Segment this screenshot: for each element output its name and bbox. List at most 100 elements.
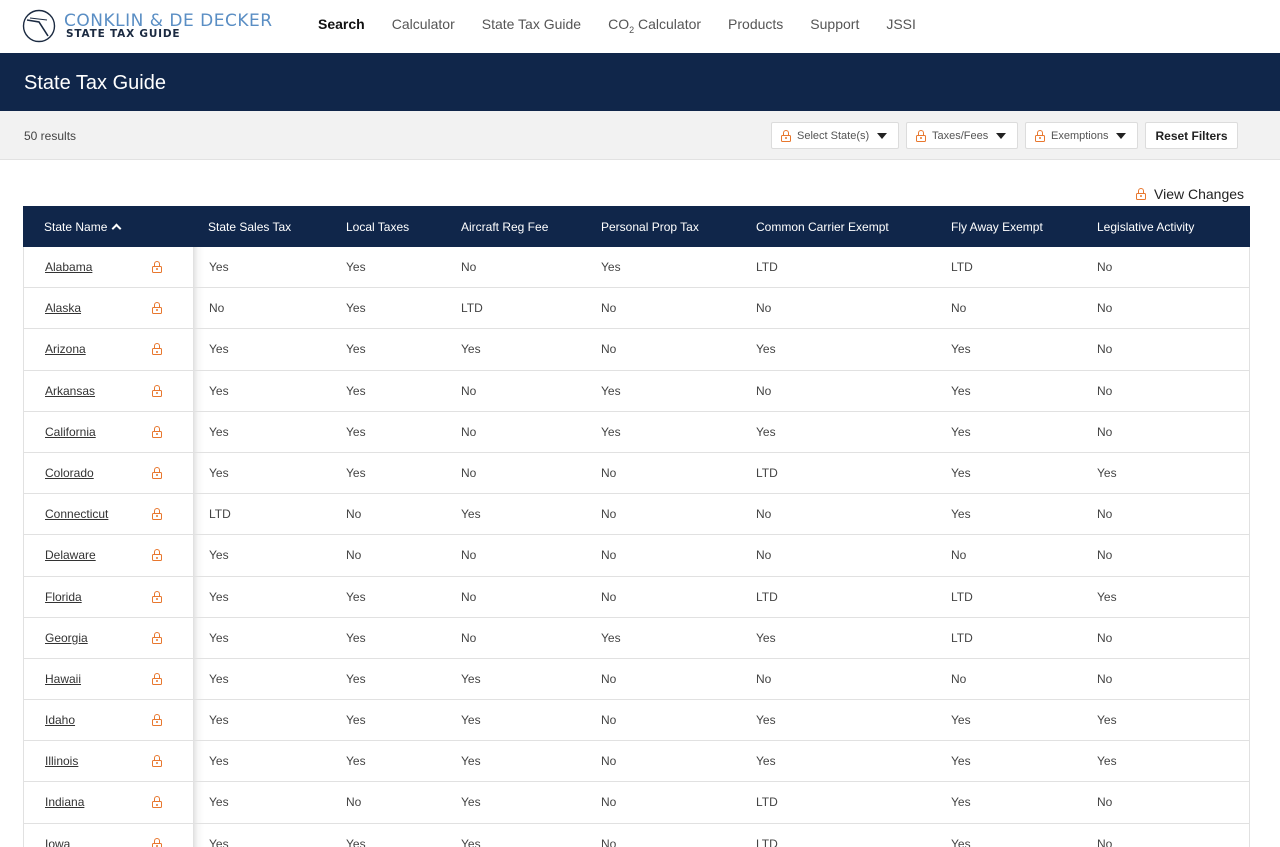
- header-state-name-label: State Name: [44, 220, 108, 234]
- cell-state-sales-tax: Yes: [209, 589, 229, 604]
- logo-mark-icon: [22, 9, 56, 43]
- nav-jssi[interactable]: JSSI: [886, 16, 916, 32]
- lock-icon[interactable]: [152, 425, 162, 438]
- exemptions-dropdown[interactable]: Exemptions: [1025, 122, 1138, 149]
- state-name-link[interactable]: Arizona: [45, 342, 86, 357]
- nav-products[interactable]: Products: [728, 16, 784, 32]
- state-name-link[interactable]: Georgia: [45, 630, 88, 645]
- lock-icon: [1136, 188, 1146, 200]
- cell-aircraft-reg-fee: Yes: [461, 671, 481, 686]
- cell-aircraft-reg-fee: No: [461, 630, 477, 645]
- column-divider: [193, 288, 194, 329]
- cell-personal-prop-tax: No: [601, 795, 617, 810]
- cell-aircraft-reg-fee: Yes: [461, 342, 481, 357]
- cell-legislative-activity: No: [1097, 548, 1113, 563]
- cell-state-sales-tax: Yes: [209, 342, 229, 357]
- nav-state-tax-guide[interactable]: State Tax Guide: [481, 16, 582, 32]
- cell-common-carrier-exempt: No: [756, 383, 772, 398]
- nav-support[interactable]: Support: [810, 16, 860, 32]
- state-name-link[interactable]: Connecticut: [45, 507, 109, 522]
- lock-icon[interactable]: [152, 261, 162, 273]
- cell-common-carrier-exempt: LTD: [756, 465, 778, 480]
- lock-icon[interactable]: [152, 755, 162, 768]
- cell-legislative-activity: No: [1097, 260, 1113, 274]
- cell-state-sales-tax: Yes: [209, 795, 229, 810]
- cell-state-sales-tax: Yes: [209, 424, 229, 439]
- state-name-link[interactable]: Iowa: [45, 836, 71, 847]
- view-changes-label: View Changes: [1154, 186, 1245, 202]
- state-name-link[interactable]: Hawaii: [45, 671, 82, 686]
- state-name-link[interactable]: Illinois: [45, 754, 79, 769]
- lock-icon[interactable]: [152, 672, 162, 685]
- cell-personal-prop-tax: No: [601, 671, 617, 686]
- lock-icon[interactable]: [152, 590, 162, 603]
- state-name-link[interactable]: Delaware: [45, 548, 96, 563]
- header-state-name[interactable]: State Name: [44, 220, 122, 234]
- cell-fly-away-exempt: Yes: [951, 754, 971, 769]
- select-states-dropdown[interactable]: Select State(s): [771, 122, 899, 149]
- lock-icon[interactable]: [152, 837, 162, 847]
- cell-legislative-activity: Yes: [1097, 465, 1117, 480]
- table-row: Florida Yes Yes No No LTD LTD Yes: [23, 576, 1250, 618]
- nav-calculator[interactable]: Calculator: [391, 16, 455, 32]
- lock-icon[interactable]: [152, 384, 162, 397]
- cell-local-taxes: No: [346, 795, 362, 810]
- cell-common-carrier-exempt: No: [756, 548, 772, 563]
- view-changes-link[interactable]: View Changes: [1136, 186, 1244, 202]
- state-name-link[interactable]: Colorado: [45, 465, 94, 480]
- state-name-link[interactable]: Florida: [45, 589, 82, 604]
- lock-icon[interactable]: [152, 549, 162, 562]
- cell-local-taxes: Yes: [346, 342, 366, 357]
- cell-state-sales-tax: LTD: [209, 507, 231, 522]
- cell-fly-away-exempt: Yes: [951, 795, 971, 810]
- logo-name: CONKLIN & DE DECKER: [64, 11, 273, 31]
- cell-personal-prop-tax: No: [601, 465, 617, 480]
- cell-personal-prop-tax: No: [601, 754, 617, 769]
- lock-icon[interactable]: [152, 796, 162, 809]
- cell-personal-prop-tax: Yes: [601, 424, 621, 439]
- state-name-link[interactable]: Indiana: [45, 795, 85, 810]
- state-name-link[interactable]: Alabama: [45, 260, 93, 274]
- lock-icon[interactable]: [152, 343, 162, 356]
- column-divider: [193, 658, 194, 700]
- sort-ascending-icon: [111, 223, 122, 234]
- cell-state-sales-tax: Yes: [209, 836, 229, 847]
- column-divider: [193, 782, 194, 823]
- cell-common-carrier-exempt: No: [756, 301, 772, 316]
- cell-aircraft-reg-fee: Yes: [461, 795, 481, 810]
- nav-co2-calculator[interactable]: CO2 Calculator: [608, 16, 701, 35]
- cell-fly-away-exempt: Yes: [951, 424, 971, 439]
- nav-co2-suffix: Calculator: [634, 16, 702, 32]
- lock-icon[interactable]: [152, 631, 162, 644]
- table-row: Connecticut LTD No Yes No No Yes No: [23, 494, 1250, 536]
- cell-fly-away-exempt: LTD: [951, 630, 973, 645]
- state-name-link[interactable]: California: [45, 424, 96, 439]
- lock-icon[interactable]: [152, 714, 162, 727]
- taxes-fees-label: Taxes/Fees: [932, 129, 989, 142]
- lock-icon[interactable]: [152, 302, 162, 315]
- cell-aircraft-reg-fee: LTD: [461, 301, 483, 316]
- table-row: Arkansas Yes Yes No Yes No Yes No: [23, 370, 1250, 412]
- nav-co2-subscript: 2: [629, 24, 635, 35]
- cell-aircraft-reg-fee: No: [461, 424, 477, 439]
- cell-fly-away-exempt: Yes: [951, 507, 971, 522]
- logo[interactable]: CONKLIN & DE DECKER STATE TAX GUIDE: [22, 9, 282, 43]
- lock-icon[interactable]: [152, 466, 162, 479]
- cell-personal-prop-tax: No: [601, 301, 617, 316]
- column-divider: [193, 411, 194, 452]
- table-row: Illinois Yes Yes Yes No Yes Yes Yes: [23, 741, 1250, 783]
- page-banner: State Tax Guide: [0, 53, 1280, 111]
- column-divider: [193, 329, 194, 370]
- cell-fly-away-exempt: No: [951, 301, 967, 316]
- state-name-link[interactable]: Arkansas: [45, 383, 96, 398]
- cell-common-carrier-exempt: No: [756, 671, 772, 686]
- nav-search[interactable]: Search: [318, 16, 365, 32]
- lock-icon[interactable]: [152, 508, 162, 521]
- taxes-fees-dropdown[interactable]: Taxes/Fees: [906, 122, 1018, 149]
- cell-fly-away-exempt: Yes: [951, 465, 971, 480]
- state-name-link[interactable]: Alaska: [45, 301, 82, 316]
- reset-filters-button[interactable]: Reset Filters: [1145, 122, 1238, 149]
- nav-co2-label: CO: [608, 16, 630, 32]
- state-name-link[interactable]: Idaho: [45, 713, 76, 728]
- cell-common-carrier-exempt: LTD: [756, 836, 778, 847]
